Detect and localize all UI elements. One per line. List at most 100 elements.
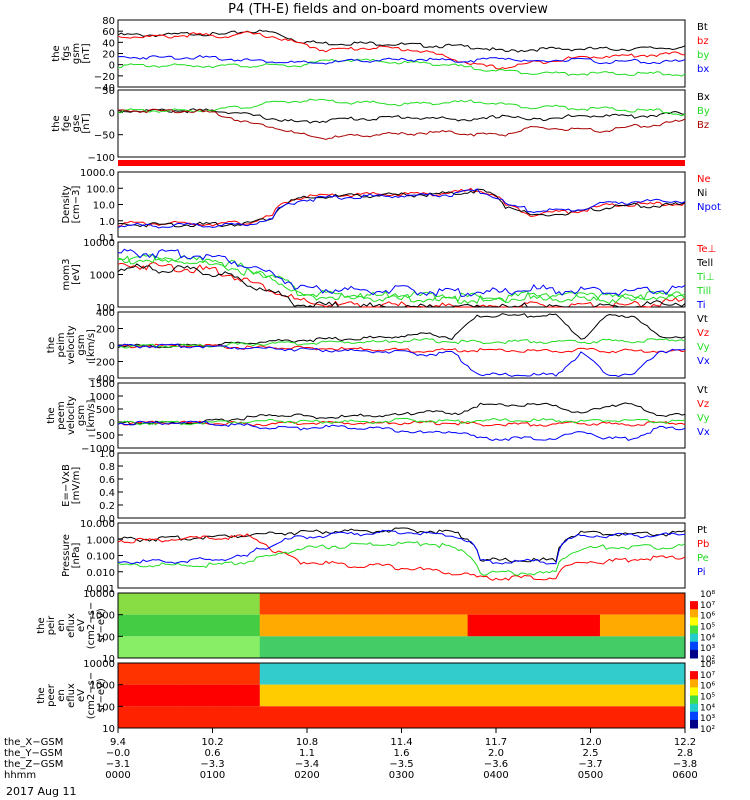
x-tick-label: 2.5 xyxy=(583,748,599,759)
spectrogram-cell xyxy=(477,684,488,707)
colorbar-segment xyxy=(690,679,698,688)
spectrogram-cell xyxy=(269,684,280,707)
x-tick-label: 2.0 xyxy=(488,748,504,759)
x-tick-label: −3.3 xyxy=(200,759,224,770)
spectrogram-cell xyxy=(316,663,327,685)
spectrogram-cell xyxy=(250,684,261,707)
spectrogram-cell xyxy=(552,706,563,728)
spectrogram-cell xyxy=(203,684,213,707)
legend-entry: Tell xyxy=(696,258,713,269)
spectrogram-cell xyxy=(448,706,459,728)
spectrogram-cell xyxy=(401,663,412,685)
y-tick-label: 400 xyxy=(96,308,115,319)
y-axis-label-line: eflux xyxy=(66,683,77,708)
y-axis-label-line: gsm xyxy=(76,405,87,426)
spectrogram-cell xyxy=(174,614,185,637)
spectrogram-cell xyxy=(269,593,280,615)
spectrogram-cell xyxy=(496,663,506,685)
spectrogram-cell xyxy=(533,636,544,658)
spectrogram-cell xyxy=(467,614,478,637)
spectrogram-cell xyxy=(410,636,421,658)
y-axis-label-line: peem xyxy=(56,401,67,429)
spectrogram-cell xyxy=(505,684,516,707)
spectrogram-cell xyxy=(212,593,223,615)
legend-entry: Vt xyxy=(697,314,708,325)
spectrogram-cell xyxy=(448,684,459,707)
series-line-Vy xyxy=(117,417,686,426)
y-tick-label: −200 xyxy=(88,358,115,369)
spectrogram-cell xyxy=(609,593,620,615)
spectrogram-cell xyxy=(127,663,138,685)
y-axis-label-line: [km/s] xyxy=(86,399,97,431)
legend-entry: by xyxy=(697,50,709,61)
spectrogram-cell xyxy=(127,593,138,615)
spectrogram-cell xyxy=(382,636,393,658)
spectrogram-cell xyxy=(392,684,402,707)
spectrogram-cell xyxy=(155,636,166,658)
x-tick-label: 2.8 xyxy=(677,748,693,759)
spectrogram-cell xyxy=(524,684,535,707)
spectrogram-cell xyxy=(666,636,677,658)
y-tick-label: 10 xyxy=(102,724,115,735)
spectrogram-cell xyxy=(401,636,412,658)
y-axis-label: thepeemvelocitygsm[km/s] xyxy=(46,396,97,435)
spectrogram-cell xyxy=(439,636,450,658)
y-axis-label-line: the xyxy=(36,617,47,633)
spectrogram-cell xyxy=(174,593,185,615)
spectrogram-cell xyxy=(543,663,554,685)
y-axis-label-line: en xyxy=(56,619,67,632)
spectrogram-cell xyxy=(165,663,176,685)
spectrogram-cell xyxy=(467,706,478,728)
spectrogram-cell xyxy=(212,706,223,728)
spectrogram-cell xyxy=(477,663,488,685)
spectrogram-cell xyxy=(656,636,667,658)
legend-entry: By xyxy=(697,106,710,117)
series-line-bx xyxy=(117,54,686,65)
spectrogram-cell xyxy=(543,636,554,658)
plot-panels: 806040200−20−40thefgsgsm[nT]Btbzbybx500−… xyxy=(4,16,721,781)
spectrogram-cell xyxy=(316,614,327,637)
colorbar-segment xyxy=(690,641,698,651)
y-axis-label-line: fge xyxy=(61,115,72,131)
y-axis-label-line: the xyxy=(46,337,57,353)
x-tick-label: 11.4 xyxy=(390,737,412,748)
spectrogram-cell xyxy=(647,706,658,728)
legend-entry: Pe xyxy=(697,553,709,564)
spectrogram-cell xyxy=(307,684,317,707)
spectrogram-cell xyxy=(514,614,525,637)
y-tick-label: 10.000 xyxy=(80,519,115,530)
y-tick-label: 0.2 xyxy=(99,501,115,512)
panel-density: 1000.0 100.0 10.0 1.0 0.1 Density[cm−3] Ne Ni Np… xyxy=(61,168,721,244)
spectrogram-cell xyxy=(118,636,128,658)
y-axis-label-line: peer xyxy=(46,683,57,707)
panel-temperature: 10000 1000 100 mom3[eV] Te⊥ Tell Ti⊥ Till Ti xyxy=(61,238,716,314)
y-tick-label: 20 xyxy=(102,50,115,61)
spectrogram-cell xyxy=(307,663,317,685)
spectrogram-cell xyxy=(505,663,516,685)
spectrogram-cell xyxy=(382,614,393,637)
spectrogram-cell xyxy=(231,663,242,685)
y-tick-label: 50 xyxy=(102,86,115,97)
spectrogram-cell xyxy=(609,614,620,637)
spectrogram-cell xyxy=(590,614,601,637)
spectrogram-cell xyxy=(240,684,251,707)
spectrogram-cell xyxy=(571,684,582,707)
y-tick-label: 1500 xyxy=(90,379,115,390)
spectrogram-cell xyxy=(231,614,242,637)
panel-pressure: 10.0001.0000.1000.0100.001Pressure[nPa]P… xyxy=(61,519,709,595)
spectrogram-cell xyxy=(599,684,610,707)
spectrogram-cell xyxy=(420,614,431,637)
series-line-Ti xyxy=(117,248,686,298)
spectrogram-cell xyxy=(118,593,128,615)
spectrogram-cell xyxy=(656,614,667,637)
spectrogram-cell xyxy=(420,636,431,658)
y-tick-label: 0 xyxy=(109,341,115,352)
legend-entry: Ni xyxy=(697,188,707,199)
x-tick-label: 0500 xyxy=(578,770,603,781)
series-line-Npot xyxy=(117,188,686,229)
spectrogram-cell xyxy=(562,636,573,658)
spectrogram-cell xyxy=(477,614,488,637)
x-row-label: the_X−GSM xyxy=(4,737,63,748)
y-tick-label: 1000 xyxy=(90,681,115,692)
